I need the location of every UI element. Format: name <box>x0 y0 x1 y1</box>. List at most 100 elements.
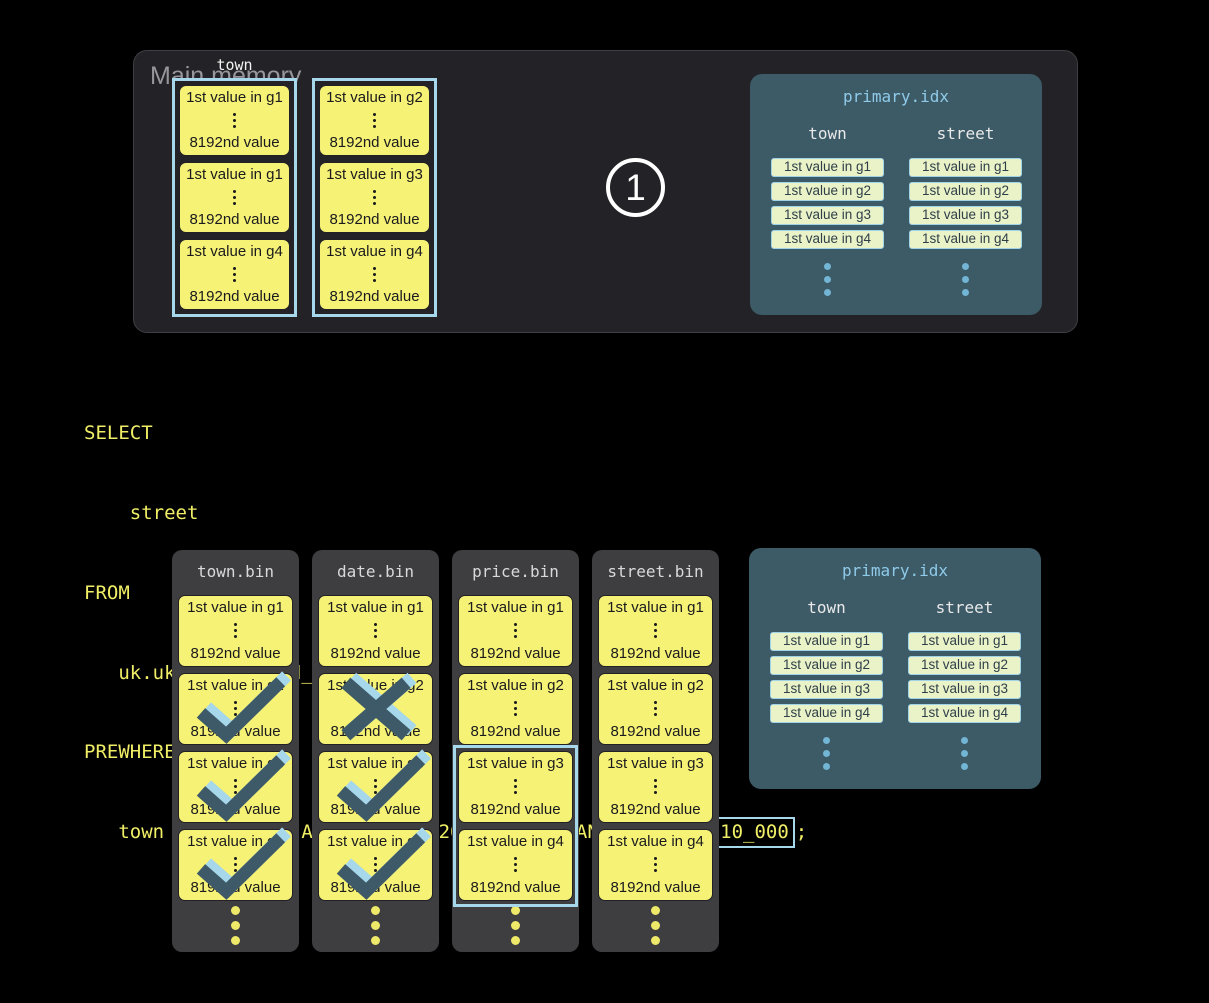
ellipsis-dots-icon <box>234 623 237 638</box>
granule-block: 1st value in g1 8192nd value <box>598 595 713 667</box>
bin-file-title: price.bin <box>472 562 559 581</box>
granule-first-value: 1st value in g4 <box>187 833 284 850</box>
granule-last-value: 8192nd value <box>330 645 421 662</box>
index-entry: 1st value in g3 <box>908 680 1021 699</box>
granule-block: 1st value in g2 8192nd value <box>178 671 293 745</box>
town-column-label: town <box>216 56 253 74</box>
step-number: 1 <box>625 166 646 208</box>
granule-block: 1st value in g2 8192nd value <box>319 85 430 156</box>
granule-block: 1st value in g1 8192nd value <box>318 595 433 667</box>
bin-file-title: town.bin <box>196 562 275 581</box>
ellipsis-dots-icon <box>514 623 517 638</box>
ellipsis-dots-icon <box>654 779 657 794</box>
more-entries-dots-icon <box>762 263 893 296</box>
index-entry: 1st value in g3 <box>770 680 883 699</box>
granule-first-value: 1st value in g3 <box>607 755 704 772</box>
ellipsis-dots-icon <box>514 701 517 716</box>
granule-list: 1st value in g1 8192nd value 1st value i… <box>318 595 433 901</box>
granule-first-value: 1st value in g4 <box>186 243 283 260</box>
granule-block: 1st value in g4 8192nd value <box>458 829 573 901</box>
ellipsis-dots-icon <box>373 112 376 128</box>
granule-block: 1st value in g4 8192nd value <box>179 239 290 310</box>
granule-last-value: 8192nd value <box>190 645 281 662</box>
ellipsis-dots-icon <box>514 779 517 794</box>
sql-line: SELECT <box>84 422 153 445</box>
index-entry: 1st value in g2 <box>908 656 1021 675</box>
granule-block: 1st value in g2 8192nd value <box>318 672 433 745</box>
granule-last-value: 8192nd value <box>610 723 701 740</box>
granule-block: 1st value in g3 8192nd value <box>318 749 433 823</box>
granule-first-value: 1st value in g3 <box>467 755 564 772</box>
primary-index-title: primary.idx <box>843 87 949 106</box>
granule-block: 1st value in g3 8192nd value <box>598 751 713 823</box>
index-column-town: town 1st value in g1 1st value in g2 1st v… <box>761 548 892 789</box>
index-column-header: town <box>808 124 847 143</box>
ellipsis-dots-icon <box>233 189 236 205</box>
granule-last-value: 8192nd value <box>610 645 701 662</box>
more-granules-dots-icon <box>172 906 299 945</box>
primary-index-panel-top: primary.idx town 1st value in g1 1st valu… <box>750 74 1042 315</box>
more-entries-dots-icon <box>900 263 1031 296</box>
index-entry: 1st value in g3 <box>771 206 884 225</box>
bin-file-title: street.bin <box>607 562 704 581</box>
granule-first-value: 1st value in g4 <box>326 243 423 260</box>
granule-first-value: 1st value in g2 <box>187 677 284 694</box>
granule-first-value: 1st value in g4 <box>327 833 424 850</box>
ellipsis-dots-icon <box>654 701 657 716</box>
index-entry: 1st value in g4 <box>771 230 884 249</box>
granule-last-value: 8192nd value <box>470 723 561 740</box>
granule-last-value: 8192nd value <box>470 801 561 818</box>
granule-block: 1st value in g2 8192nd value <box>598 673 713 745</box>
primary-index-panel-bottom: primary.idx town 1st value in g1 1st valu… <box>749 548 1041 789</box>
granule-first-value: 1st value in g1 <box>327 599 424 616</box>
selected-granules-outline <box>453 745 578 907</box>
granule-first-value: 1st value in g2 <box>326 89 423 106</box>
ellipsis-dots-icon <box>373 266 376 282</box>
index-entry: 1st value in g2 <box>909 182 1022 201</box>
index-entries: 1st value in g1 1st value in g2 1st value … <box>770 632 883 723</box>
granule-last-value: 8192nd value <box>190 723 281 740</box>
granule-block: 1st value in g4 8192nd value <box>319 239 430 310</box>
main-memory-panel: Main memory town 1st value in g1 8192nd … <box>133 50 1078 333</box>
bin-file-price: price.bin 1st value in g1 8192nd value <box>452 550 579 952</box>
bin-file-date: date.bin 1st value in g1 8192nd value <box>312 550 439 952</box>
granule-block: 1st value in g2 8192nd value <box>458 673 573 745</box>
granule-first-value: 1st value in g3 <box>326 166 423 183</box>
granule-block: 1st value in g1 8192nd value <box>179 85 290 156</box>
index-entry: 1st value in g2 <box>770 656 883 675</box>
granule-last-value: 8192nd value <box>330 723 421 740</box>
granule-first-value: 1st value in g1 <box>607 599 704 616</box>
granule-first-value: 1st value in g1 <box>186 89 283 106</box>
granule-last-value: 8192nd value <box>189 134 280 151</box>
ellipsis-dots-icon <box>373 189 376 205</box>
granule-last-value: 8192nd value <box>330 801 421 818</box>
ellipsis-dots-icon <box>233 112 236 128</box>
primary-index-title: primary.idx <box>842 561 948 580</box>
granule-last-value: 8192nd value <box>470 645 561 662</box>
granule-last-value: 8192nd value <box>189 288 280 305</box>
index-entry: 1st value in g1 <box>908 632 1021 651</box>
granule-block: 1st value in g3 8192nd value <box>178 749 293 823</box>
index-column-street: street 1st value in g1 1st value in g2 1st… <box>899 548 1030 789</box>
granule-first-value: 1st value in g4 <box>607 833 704 850</box>
index-column-town: town 1st value in g1 1st value in g2 1st v… <box>762 74 893 315</box>
granule-list: 1st value in g1 8192nd value 1st value i… <box>178 595 293 901</box>
ellipsis-dots-icon <box>234 779 237 794</box>
step-1-badge: 1 <box>606 158 665 217</box>
granule-first-value: 1st value in g2 <box>467 677 564 694</box>
index-entry: 1st value in g1 <box>909 158 1022 177</box>
bin-file-title: date.bin <box>336 562 415 581</box>
granule-first-value: 1st value in g3 <box>327 755 424 772</box>
granule-first-value: 1st value in g2 <box>607 677 704 694</box>
more-granules-dots-icon <box>312 906 439 945</box>
index-entry: 1st value in g1 <box>771 158 884 177</box>
ellipsis-dots-icon <box>233 266 236 282</box>
sql-line: street <box>84 501 199 524</box>
ellipsis-dots-icon <box>654 623 657 638</box>
ellipsis-dots-icon <box>514 857 517 872</box>
more-entries-dots-icon <box>761 737 892 770</box>
granule-last-value: 8192nd value <box>329 134 420 151</box>
bin-file-street: street.bin 1st value in g1 8192nd value <box>592 550 719 952</box>
granule-block: 1st value in g4 8192nd value <box>598 829 713 901</box>
